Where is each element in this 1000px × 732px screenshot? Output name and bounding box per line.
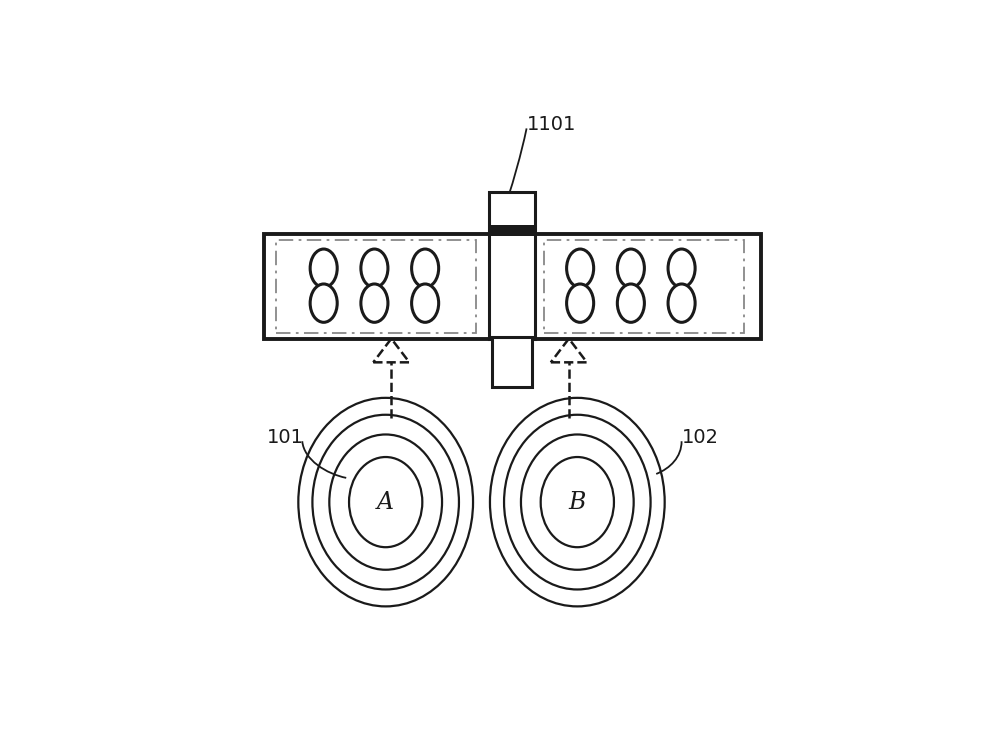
Ellipse shape [349, 457, 422, 548]
Text: B: B [569, 490, 586, 514]
Bar [544, 240, 744, 333]
Ellipse shape [329, 435, 442, 569]
Ellipse shape [617, 284, 644, 322]
Ellipse shape [310, 284, 337, 322]
Text: 1101: 1101 [527, 115, 576, 134]
Text: 102: 102 [682, 427, 719, 447]
Ellipse shape [312, 415, 459, 589]
Ellipse shape [310, 249, 337, 288]
Ellipse shape [361, 284, 388, 322]
Ellipse shape [567, 284, 594, 322]
Ellipse shape [521, 435, 634, 569]
Bar [276, 240, 476, 333]
Ellipse shape [668, 284, 695, 322]
Bar [489, 192, 535, 339]
Ellipse shape [504, 415, 651, 589]
Ellipse shape [567, 249, 594, 288]
Ellipse shape [668, 249, 695, 288]
Bar [264, 234, 761, 339]
Text: A: A [377, 490, 394, 514]
Ellipse shape [541, 457, 614, 548]
Ellipse shape [412, 284, 439, 322]
Ellipse shape [490, 398, 665, 606]
Ellipse shape [361, 249, 388, 288]
Ellipse shape [412, 249, 439, 288]
Ellipse shape [617, 249, 644, 288]
Bar [492, 337, 532, 386]
Ellipse shape [298, 398, 473, 606]
Text: 101: 101 [267, 427, 304, 447]
Bar [489, 225, 535, 236]
